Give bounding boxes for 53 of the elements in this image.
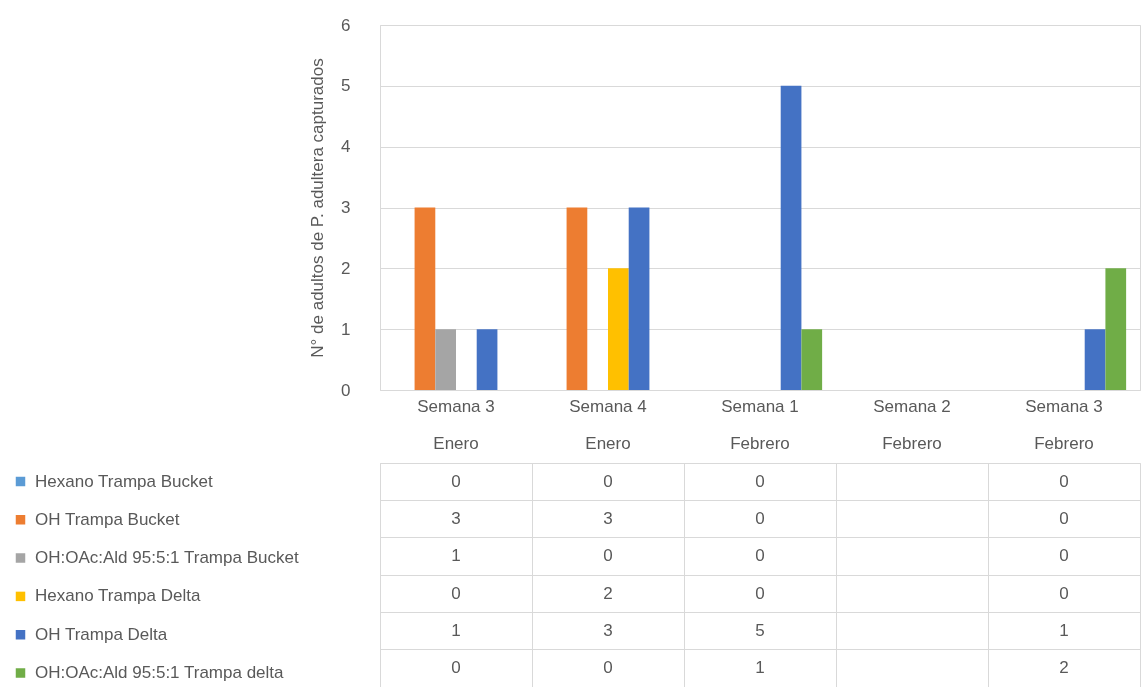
x-tick-label: Semana 3 Febrero xyxy=(1025,396,1103,453)
bar xyxy=(628,207,650,390)
data-label: 1 xyxy=(1059,621,1069,640)
data-label: 0 xyxy=(755,509,765,528)
bar xyxy=(566,207,588,390)
legend-label: OH Trampa Delta xyxy=(35,624,168,644)
bar xyxy=(435,329,456,390)
data-label: 0 xyxy=(1059,583,1069,603)
data-label: 0 xyxy=(451,658,461,678)
bar xyxy=(608,268,629,390)
bar xyxy=(414,207,436,390)
y-tick-label: 3 xyxy=(341,198,351,217)
data-label: 2 xyxy=(603,583,613,603)
data-label: 0 xyxy=(603,546,613,566)
bar xyxy=(780,85,802,390)
x-tick-label: Semana 1 Febrero xyxy=(721,396,799,453)
legend-label: Hexano Trampa Delta xyxy=(35,586,201,606)
data-label: 1 xyxy=(755,658,765,678)
data-label: 3 xyxy=(451,509,461,528)
bar xyxy=(801,329,823,390)
y-tick-label: 6 xyxy=(341,15,351,35)
data-label: 0 xyxy=(755,471,765,491)
data-label: 0 xyxy=(755,546,765,566)
bar xyxy=(476,329,498,390)
data-label: 1 xyxy=(451,546,461,566)
x-tick-label: Semana 2 Febrero xyxy=(873,396,951,453)
y-tick-label: 4 xyxy=(341,137,351,157)
data-label: 0 xyxy=(451,471,461,491)
legend-label: Hexano Trampa Bucket xyxy=(35,471,213,491)
x-tick-label: Semana 3 Enero xyxy=(417,396,495,453)
x-tick-label: Semana 4 Enero xyxy=(569,396,647,453)
y-tick-label: 5 xyxy=(341,76,351,96)
data-label: 3 xyxy=(603,621,613,640)
y-tick-label: 1 xyxy=(341,319,351,339)
data-label: 0 xyxy=(603,658,613,678)
bar xyxy=(1084,329,1106,390)
y-axis-title: N° de adultos de P. adultera capturados xyxy=(308,58,328,358)
data-label: 0 xyxy=(603,471,613,491)
y-tick-label: 2 xyxy=(341,258,351,278)
bar xyxy=(1105,268,1127,390)
data-label: 0 xyxy=(1059,471,1069,491)
data-label: 3 xyxy=(603,509,613,528)
y-tick-label: 0 xyxy=(341,380,351,400)
legend-label: OH:OAc:Ald 95:5:1 Trampa delta xyxy=(35,663,285,682)
data-label: 2 xyxy=(1059,658,1069,678)
legend-label: OH:OAc:Ald 95:5:1 Trampa Bucket xyxy=(35,548,299,568)
data-label: 0 xyxy=(451,583,461,603)
data-label: 1 xyxy=(451,621,461,640)
data-label: 0 xyxy=(1059,509,1069,528)
legend-label: OH Trampa Bucket xyxy=(35,509,180,529)
data-label: 0 xyxy=(1059,546,1069,566)
data-label: 5 xyxy=(755,621,765,640)
data-label: 0 xyxy=(755,583,765,603)
